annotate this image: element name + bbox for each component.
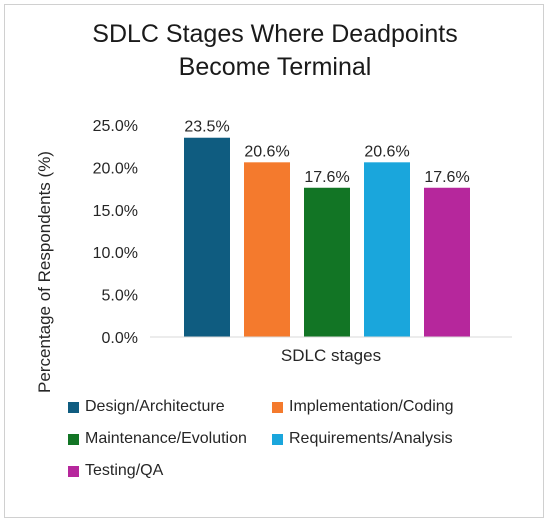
legend-swatch — [272, 433, 283, 445]
y-tick-label: 10.0% — [93, 245, 138, 262]
bar — [424, 187, 470, 337]
bar-data-label: 20.6% — [244, 143, 289, 160]
y-tick-label: 5.0% — [102, 288, 138, 305]
bar-data-label: 17.6% — [424, 169, 469, 186]
y-tick-label: 20.0% — [93, 160, 138, 177]
legend-swatch — [272, 401, 283, 413]
legend-label: Maintenance/Evolution — [85, 430, 247, 447]
legend-label: Requirements/Analysis — [289, 430, 453, 447]
y-tick-labels: 0.0% 5.0% 10.0% 15.0% 20.0% 25.0% — [93, 118, 138, 347]
bar — [244, 162, 290, 337]
legend-item: Testing/QA — [68, 462, 163, 480]
bar-data-label: 20.6% — [364, 143, 409, 160]
y-axis-label: Percentage of Respondents (%) — [35, 151, 54, 393]
legend-swatch — [68, 465, 79, 477]
y-tick-label: 15.0% — [93, 203, 138, 220]
bar-data-label: 23.5% — [184, 119, 229, 136]
legend-label: Implementation/Coding — [289, 398, 454, 415]
legend-swatch — [68, 433, 79, 445]
legend-swatch — [68, 401, 79, 413]
y-tick-label: 25.0% — [93, 118, 138, 135]
legend-item: Requirements/Analysis — [272, 430, 453, 448]
y-tick-label: 0.0% — [102, 330, 138, 347]
bar — [364, 162, 410, 337]
bar-chart: 0.0% 5.0% 10.0% 15.0% 20.0% 25.0% 23.5% 20.6% 1… — [35, 118, 512, 393]
legend-label: Testing/QA — [85, 462, 164, 479]
bar-data-label: 17.6% — [304, 169, 349, 186]
x-axis-label: SDLC stages — [281, 346, 381, 365]
bar — [304, 187, 350, 337]
chart-title-line-2: Become Terminal — [178, 53, 372, 81]
legend-item: Design/Architecture — [68, 398, 225, 416]
bars — [184, 137, 470, 337]
legend-item: Maintenance/Evolution — [68, 430, 247, 448]
legend-label: Design/Architecture — [85, 398, 225, 415]
legend-item: Implementation/Coding — [272, 398, 454, 416]
bar-data-labels: 23.5% 20.6% 17.6% 20.6% 17.6% — [184, 119, 469, 186]
chart-title-line-1: SDLC Stages Where Deadpoints — [92, 20, 458, 48]
bar — [184, 137, 230, 337]
chart-title: SDLC Stages Where Deadpoints Become Term… — [0, 18, 550, 84]
